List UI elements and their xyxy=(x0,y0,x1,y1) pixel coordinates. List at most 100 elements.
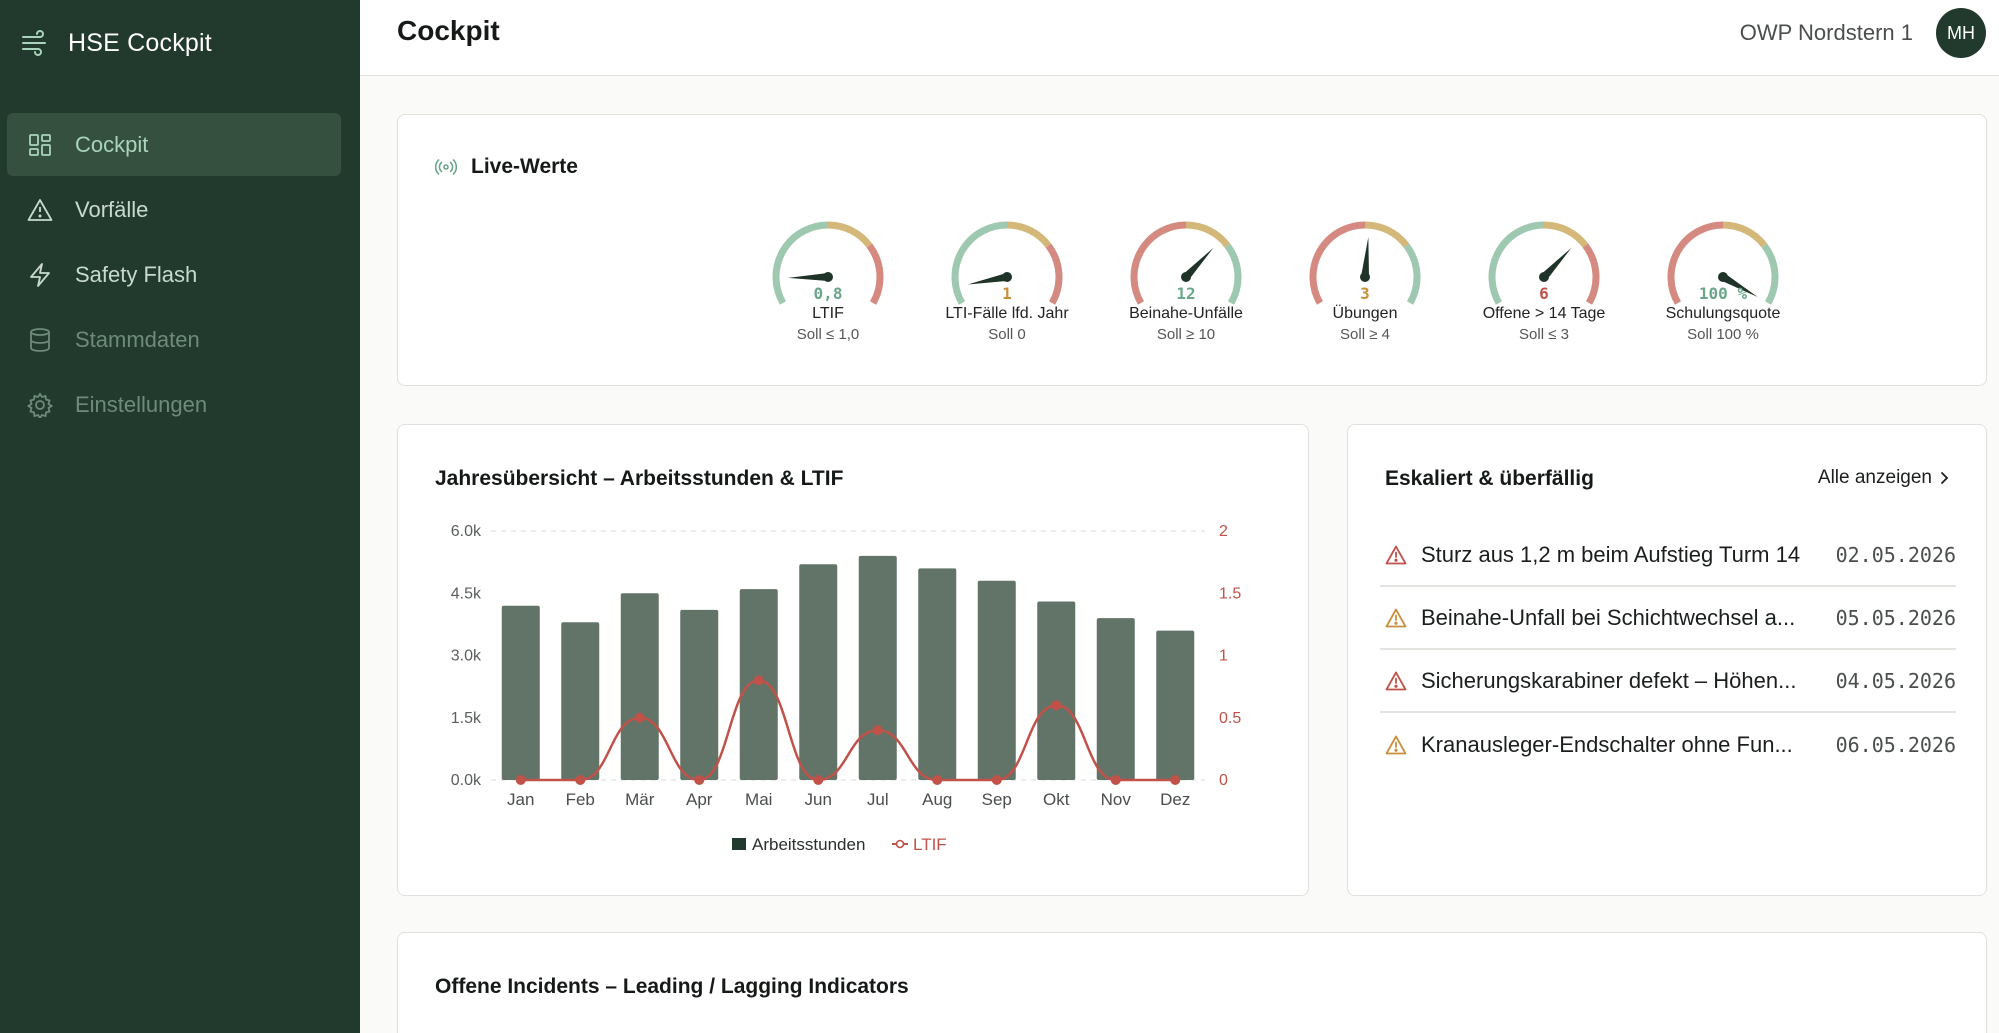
x-tick: Jul xyxy=(867,790,889,809)
gauge-target: Soll 0 xyxy=(988,326,1026,343)
ltif-line xyxy=(520,679,1176,782)
y-right-tick: 1.5 xyxy=(1219,585,1241,602)
gauge-hub xyxy=(823,272,833,282)
bar-arbeitsstunden[interactable] xyxy=(1096,618,1135,780)
gauge-zone xyxy=(1006,221,1052,248)
gauge-value: 6 xyxy=(1539,284,1549,303)
gauge-label: Übungen xyxy=(1332,305,1398,322)
escalated-title: Eskaliert & überfällig xyxy=(1385,467,1594,490)
gauge-zone xyxy=(1667,221,1724,305)
gauge-value: 100 % xyxy=(1699,284,1748,303)
ltif-point[interactable] xyxy=(753,675,764,686)
sidebar-item-stammdaten[interactable]: Stammdaten xyxy=(7,308,341,371)
escalated-item-date: 05.05.2026 xyxy=(1835,605,1956,630)
gauge-zone xyxy=(1543,221,1589,248)
gauge-hub xyxy=(1002,272,1012,282)
gauge-value: 12 xyxy=(1176,284,1195,303)
gauge-hub xyxy=(1360,272,1370,282)
ltif-point[interactable] xyxy=(1051,700,1062,711)
bar-arbeitsstunden[interactable] xyxy=(858,555,897,780)
gauge-zone xyxy=(1761,243,1779,305)
gauge-label: LTI-Fälle lfd. Jahr xyxy=(945,305,1069,322)
y-left-tick: 3.0k xyxy=(451,648,482,665)
gauge-zone xyxy=(951,221,1008,305)
gauge-value: 1 xyxy=(1002,284,1012,303)
gauge-target: Soll ≥ 10 xyxy=(1156,326,1216,343)
sidebar-item-safety-flash[interactable]: Safety Flash xyxy=(7,243,341,306)
bar-arbeitsstunden[interactable] xyxy=(620,593,659,780)
y-right-tick: 0.5 xyxy=(1219,710,1241,727)
x-tick: Mai xyxy=(745,790,772,809)
avatar[interactable]: MH xyxy=(1936,8,1986,58)
ltif-point[interactable] xyxy=(694,775,705,785)
lightning-icon xyxy=(27,262,53,288)
open-incidents-card: Offene Incidents – Leading / Lagging Ind… xyxy=(397,932,1987,1033)
bar-arbeitsstunden[interactable] xyxy=(1156,630,1195,780)
gauge-dial: 12 xyxy=(1130,221,1242,305)
escalated-item[interactable]: Beinahe-Unfall bei Schichtwechsel a... 05… xyxy=(1380,587,1956,650)
gauge-target: Soll ≤ 3 xyxy=(1519,326,1569,343)
sidebar-item-cockpit[interactable]: Cockpit xyxy=(7,113,341,176)
gauge-label: LTIF xyxy=(812,305,844,322)
gauge-needle xyxy=(1541,247,1572,280)
gauge: 3 Übungen Soll ≥ 4 xyxy=(1280,215,1450,343)
brand[interactable]: HSE Cockpit xyxy=(20,28,212,58)
gauge-value: 0,8 xyxy=(814,284,843,303)
escalated-item[interactable]: Sturz aus 1,2 m beim Aufstieg Turm 14 02.… xyxy=(1380,524,1956,587)
chart-title: Jahresübersicht – Arbeitsstunden & LTIF xyxy=(435,467,844,490)
warning-icon xyxy=(1385,545,1407,564)
gauge: 6 Offene > 14 Tage Soll ≤ 3 xyxy=(1459,215,1629,343)
bar-arbeitsstunden[interactable] xyxy=(1037,601,1076,780)
y-left-tick: 6.0k xyxy=(451,523,482,540)
bar-arbeitsstunden[interactable] xyxy=(977,580,1016,780)
warning-icon xyxy=(1385,671,1407,690)
gauge-needle xyxy=(1361,237,1369,278)
gauge-target: Soll ≥ 4 xyxy=(1340,326,1390,343)
gauge-needle xyxy=(1183,247,1214,280)
ltif-point[interactable] xyxy=(1170,775,1181,785)
escalated-item-date: 02.05.2026 xyxy=(1835,542,1956,567)
warning-icon xyxy=(27,197,53,223)
ltif-point[interactable] xyxy=(1110,775,1121,785)
sidebar-item-label: Safety Flash xyxy=(75,261,198,287)
gear-icon xyxy=(27,391,53,418)
sidebar-nav: Cockpit Vorfälle Safety Flash Stammdaten… xyxy=(7,113,341,438)
legend-swatch-arbeitsstunden xyxy=(732,838,746,850)
ltif-point[interactable] xyxy=(634,712,645,723)
gauge: 100 % Schulungsquote Soll 100 % xyxy=(1638,215,1808,343)
sidebar-item-vorfaelle[interactable]: Vorfälle xyxy=(7,178,341,241)
ltif-point[interactable] xyxy=(991,775,1002,785)
escalated-list: Sturz aus 1,2 m beim Aufstieg Turm 14 02.… xyxy=(1380,524,1956,776)
gauge-target: Soll ≤ 1,0 xyxy=(796,326,860,343)
ltif-point[interactable] xyxy=(515,775,526,785)
gauge-value: 3 xyxy=(1360,284,1370,303)
ltif-point[interactable] xyxy=(872,725,883,736)
bar-arbeitsstunden[interactable] xyxy=(561,622,600,780)
sidebar-item-einstellungen[interactable]: Einstellungen xyxy=(7,373,341,436)
x-tick: Okt xyxy=(1043,790,1070,809)
x-tick: Mär xyxy=(625,790,655,809)
bar-arbeitsstunden[interactable] xyxy=(918,568,957,780)
ltif-point[interactable] xyxy=(813,775,824,785)
x-tick: Jan xyxy=(507,790,534,809)
gauge-zone xyxy=(1403,243,1421,305)
legend-label-ltif: LTIF xyxy=(913,835,947,854)
y-left-tick: 0.0k xyxy=(451,772,482,789)
bar-arbeitsstunden[interactable] xyxy=(680,609,719,780)
grid-icon xyxy=(27,132,53,158)
sidebar-item-label: Stammdaten xyxy=(75,326,200,352)
bar-arbeitsstunden[interactable] xyxy=(501,605,540,780)
site-selector[interactable]: OWP Nordstern 1 xyxy=(1739,20,1913,45)
escalated-item-title: Sturz aus 1,2 m beim Aufstieg Turm 14 xyxy=(1421,541,1801,567)
gauge-zone xyxy=(1582,243,1600,305)
ltif-point[interactable] xyxy=(575,775,586,785)
annual-overview-card: Jahresübersicht – Arbeitsstunden & LTIF … xyxy=(397,424,1309,896)
escalated-item[interactable]: Sicherungskarabiner defekt – Höhen... 04.… xyxy=(1380,650,1956,713)
escalated-item[interactable]: Kranausleger-Endschalter ohne Fun... 06.0… xyxy=(1380,713,1956,776)
gauge-zone xyxy=(1309,221,1366,305)
bar-arbeitsstunden[interactable] xyxy=(799,564,838,780)
gauge: 1 LTI-Fälle lfd. Jahr Soll 0 xyxy=(922,215,1092,343)
gauge-zone xyxy=(1224,243,1242,305)
ltif-point[interactable] xyxy=(932,775,943,785)
show-all-link[interactable]: Alle anzeigen xyxy=(1818,467,1949,489)
